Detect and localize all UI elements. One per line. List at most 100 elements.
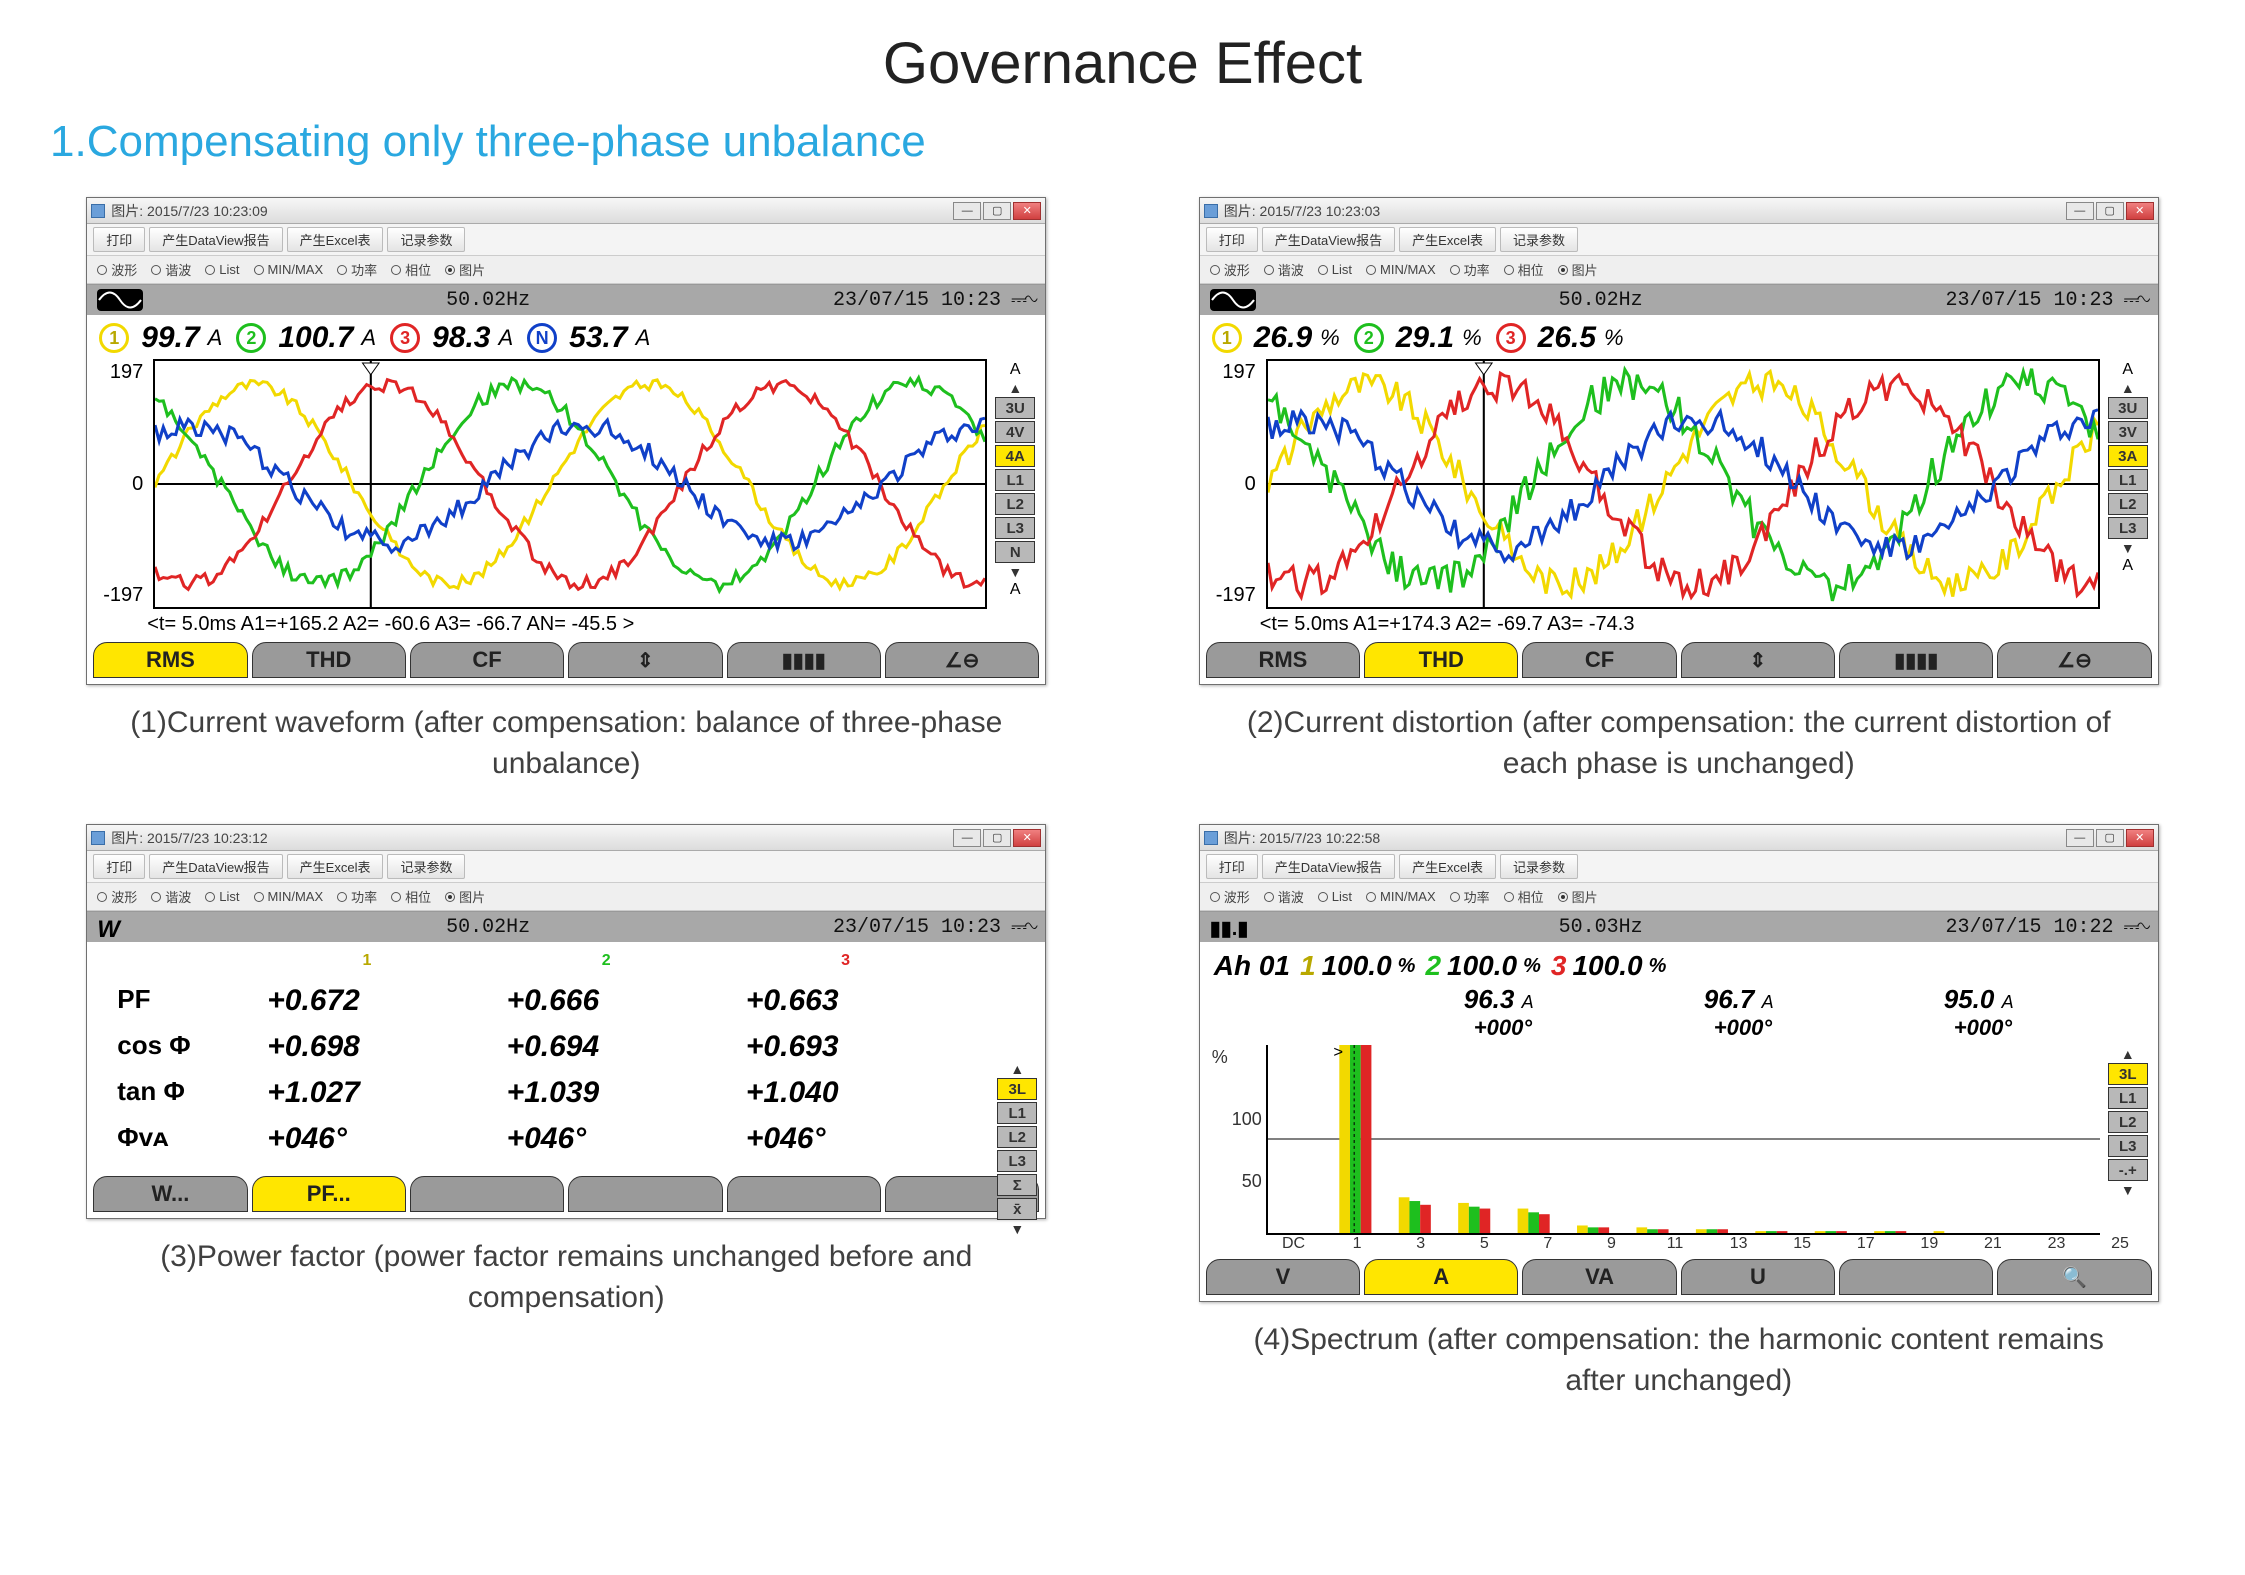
minimize-button[interactable]: — (2066, 202, 2094, 220)
view-radio[interactable]: 图片 (445, 260, 485, 279)
toolbar-button[interactable]: 记录参数 (1500, 854, 1578, 879)
close-button[interactable]: ✕ (2126, 202, 2154, 220)
toolbar-button[interactable]: 产生DataView报告 (149, 854, 282, 879)
view-radio[interactable]: 谐波 (1264, 887, 1304, 906)
rail-button[interactable]: 3L (997, 1078, 1037, 1100)
rail-button[interactable]: 3U (995, 397, 1035, 419)
view-radio[interactable]: List (205, 260, 239, 279)
rail-button[interactable]: 4V (995, 421, 1035, 443)
view-radio[interactable]: 波形 (1210, 887, 1250, 906)
view-radio[interactable]: MIN/MAX (1366, 887, 1436, 906)
rail-button[interactable]: N (995, 541, 1035, 563)
rail-down-icon[interactable]: ▼ (2121, 541, 2135, 555)
tab[interactable]: A (1364, 1259, 1518, 1295)
tab[interactable]: ∠⊖ (885, 642, 1039, 678)
view-radio[interactable]: 波形 (1210, 260, 1250, 279)
view-radio[interactable]: List (1318, 887, 1352, 906)
toolbar-button[interactable]: 产生DataView报告 (1262, 854, 1395, 879)
tab[interactable]: THD (252, 642, 406, 678)
rail-down-icon[interactable]: ▼ (1010, 1222, 1024, 1236)
rail-button[interactable]: 3V (2108, 421, 2148, 443)
view-radio[interactable]: 相位 (1504, 260, 1544, 279)
tab[interactable]: CF (1522, 642, 1676, 678)
view-radio[interactable]: 相位 (1504, 887, 1544, 906)
tab[interactable]: RMS (1206, 642, 1360, 678)
rail-button[interactable]: L2 (997, 1126, 1037, 1148)
close-button[interactable]: ✕ (1013, 202, 1041, 220)
toolbar-button[interactable]: 打印 (93, 227, 145, 252)
view-radio[interactable]: 功率 (337, 260, 377, 279)
rail-up-icon[interactable]: ▲ (2121, 1047, 2135, 1061)
tab[interactable]: U (1681, 1259, 1835, 1295)
toolbar-button[interactable]: 打印 (1206, 854, 1258, 879)
rail-button[interactable]: 3U (2108, 397, 2148, 419)
rail-button[interactable]: L3 (997, 1150, 1037, 1172)
view-radio[interactable]: 图片 (445, 887, 485, 906)
tab[interactable]: ⇕ (1681, 642, 1835, 678)
toolbar-button[interactable]: 产生DataView报告 (1262, 227, 1395, 252)
rail-up-icon[interactable]: ▲ (1010, 1062, 1024, 1076)
view-radio[interactable]: 图片 (1558, 887, 1598, 906)
rail-down-icon[interactable]: ▼ (2121, 1183, 2135, 1197)
tab[interactable]: ▮▮▮▮ (727, 642, 881, 678)
tab[interactable]: V (1206, 1259, 1360, 1295)
view-radio[interactable]: 功率 (337, 887, 377, 906)
toolbar-button[interactable]: 产生Excel表 (287, 854, 384, 879)
rail-button[interactable]: L2 (2108, 1111, 2148, 1133)
tab[interactable]: 🔍 (1997, 1259, 2151, 1295)
minimize-button[interactable]: — (953, 829, 981, 847)
toolbar-button[interactable]: 产生Excel表 (1399, 227, 1496, 252)
toolbar-button[interactable]: 打印 (93, 854, 145, 879)
tab[interactable]: VA (1522, 1259, 1676, 1295)
tab[interactable]: PF... (252, 1176, 406, 1212)
tab[interactable] (727, 1176, 881, 1212)
view-radio[interactable]: 谐波 (151, 260, 191, 279)
tab[interactable]: ⇕ (568, 642, 722, 678)
maximize-button[interactable]: ▢ (983, 202, 1011, 220)
view-radio[interactable]: 波形 (97, 887, 137, 906)
toolbar-button[interactable]: 产生DataView报告 (149, 227, 282, 252)
tab[interactable]: THD (1364, 642, 1518, 678)
view-radio[interactable]: 功率 (1450, 887, 1490, 906)
view-radio[interactable]: 功率 (1450, 260, 1490, 279)
rail-button[interactable]: L2 (995, 493, 1035, 515)
toolbar-button[interactable]: 打印 (1206, 227, 1258, 252)
rail-button[interactable]: 3L (2108, 1063, 2148, 1085)
tab[interactable]: CF (410, 642, 564, 678)
rail-button[interactable]: L1 (995, 469, 1035, 491)
rail-button[interactable]: L2 (2108, 493, 2148, 515)
rail-up-icon[interactable]: ▲ (2121, 381, 2135, 395)
close-button[interactable]: ✕ (1013, 829, 1041, 847)
rail-button[interactable]: -.+ (2108, 1159, 2148, 1181)
rail-up-icon[interactable]: ▲ (1008, 381, 1022, 395)
view-radio[interactable]: MIN/MAX (254, 887, 324, 906)
rail-button[interactable]: L1 (997, 1102, 1037, 1124)
tab[interactable] (410, 1176, 564, 1212)
tab[interactable]: W... (93, 1176, 247, 1212)
rail-button[interactable]: L3 (2108, 517, 2148, 539)
tab[interactable]: RMS (93, 642, 247, 678)
maximize-button[interactable]: ▢ (2096, 829, 2124, 847)
rail-button[interactable]: L1 (2108, 1087, 2148, 1109)
view-radio[interactable]: 相位 (391, 887, 431, 906)
toolbar-button[interactable]: 记录参数 (387, 227, 465, 252)
tab[interactable]: ▮▮▮▮ (1839, 642, 1993, 678)
view-radio[interactable]: MIN/MAX (1366, 260, 1436, 279)
rail-button[interactable]: L3 (2108, 1135, 2148, 1157)
rail-down-icon[interactable]: ▼ (1008, 565, 1022, 579)
rail-button[interactable]: Σ (997, 1174, 1037, 1196)
rail-button[interactable]: L3 (995, 517, 1035, 539)
view-radio[interactable]: List (205, 887, 239, 906)
view-radio[interactable]: 谐波 (1264, 260, 1304, 279)
toolbar-button[interactable]: 记录参数 (387, 854, 465, 879)
rail-button[interactable]: 4A (995, 445, 1035, 467)
view-radio[interactable]: 相位 (391, 260, 431, 279)
tab[interactable] (1839, 1259, 1993, 1295)
minimize-button[interactable]: — (953, 202, 981, 220)
tab[interactable] (568, 1176, 722, 1212)
tab[interactable]: ∠⊖ (1997, 642, 2151, 678)
rail-button[interactable]: L1 (2108, 469, 2148, 491)
view-radio[interactable]: 波形 (97, 260, 137, 279)
view-radio[interactable]: 谐波 (151, 887, 191, 906)
view-radio[interactable]: List (1318, 260, 1352, 279)
